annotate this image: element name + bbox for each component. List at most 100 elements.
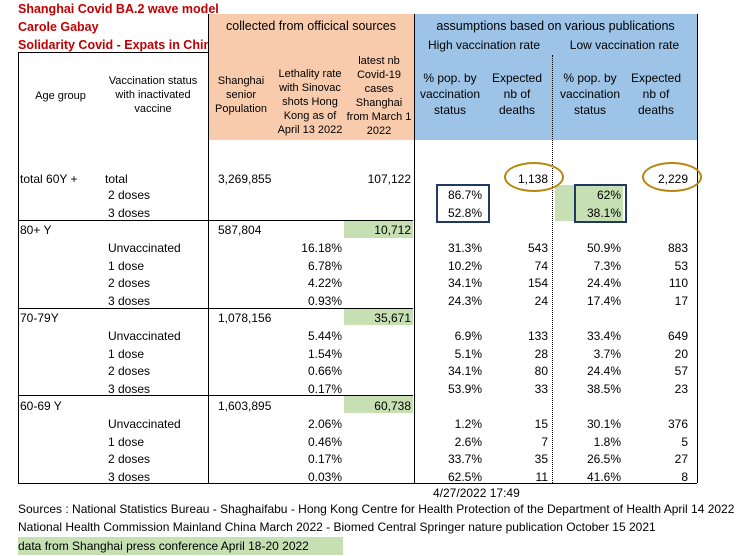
low-deaths-cell: 23 xyxy=(674,382,688,396)
high-pct-cell: 6.9% xyxy=(454,329,482,343)
low-deaths-cell: 5 xyxy=(681,435,688,449)
pct-pop-low-header: % pop. by vaccination status xyxy=(559,71,621,117)
high-deaths-cell: 74 xyxy=(534,259,548,273)
low-deaths-cell: 376 xyxy=(667,417,688,431)
status-cell: 3 doses xyxy=(108,382,151,396)
low-pct-cell: 50.9% xyxy=(586,241,621,255)
low-pct-cell: 38.5% xyxy=(586,382,621,396)
low-deaths-cell: 20 xyxy=(674,347,688,361)
high-deaths-oval xyxy=(504,162,564,192)
high-pct-cell: 34.1% xyxy=(447,276,482,290)
lethality-cell: 1.54% xyxy=(307,347,342,361)
cases-cell: 60,738 xyxy=(374,399,411,413)
high-deaths-cell: 33 xyxy=(534,382,548,396)
cases-cell: 10,712 xyxy=(374,223,411,237)
low-pct-highlight xyxy=(555,185,623,221)
lethality-cell: 0.46% xyxy=(307,435,342,449)
low-deaths-cell: 883 xyxy=(667,241,688,255)
age-cell: total 60Y + xyxy=(20,172,78,186)
population-cell: 1,078,156 xyxy=(218,311,272,325)
high-deaths-cell: 543 xyxy=(527,241,548,255)
low-pct-cell: 41.6% xyxy=(586,470,621,484)
population-cell: 587,804 xyxy=(218,223,262,237)
low-pct-cell: 38.1% xyxy=(586,206,621,220)
cases-70-highlight xyxy=(344,308,413,325)
lethality-cell: 0.17% xyxy=(307,382,342,396)
low-pct-cell: 30.1% xyxy=(586,417,621,431)
exp-deaths-low-header: Expected nb of deaths xyxy=(630,71,682,117)
low-deaths-cell: 57 xyxy=(674,364,688,378)
high-pct-cell: 53.9% xyxy=(447,382,482,396)
status-cell: Unvaccinated xyxy=(108,329,181,343)
low-deaths-cell: 8 xyxy=(681,470,688,484)
age-cell: 80+ Y xyxy=(20,223,52,237)
status-cell: 2 doses xyxy=(108,276,151,290)
title-line-3: Solidarity Covid - Expats in China xyxy=(18,38,219,52)
high-pct-cell: 31.3% xyxy=(447,241,482,255)
lethality-cell: 6.78% xyxy=(307,259,342,273)
cases-cell: 35,671 xyxy=(374,311,411,325)
lethality-cell: 0.03% xyxy=(307,470,342,484)
footer-note: data from Shanghai press conference Apri… xyxy=(18,539,309,553)
high-deaths-cell: 15 xyxy=(534,417,548,431)
high-pct-cell: 1.2% xyxy=(454,417,482,431)
low-pct-cell: 7.3% xyxy=(593,259,621,273)
low-deaths-cell: 649 xyxy=(667,329,688,343)
population-cell: 1,603,895 xyxy=(218,399,272,413)
status-cell: Unvaccinated xyxy=(108,241,181,255)
high-pct-cell: 33.7% xyxy=(447,452,482,466)
high-deaths-cell: 24 xyxy=(534,294,548,308)
high-deaths-cell: 28 xyxy=(534,347,548,361)
status-cell: 1 dose xyxy=(108,347,145,361)
cases-60-highlight xyxy=(344,396,413,413)
status-cell: 2 doses xyxy=(108,188,151,202)
low-pct-cell: 26.5% xyxy=(586,452,621,466)
lethality-cell: 0.66% xyxy=(307,364,342,378)
title-line-2: Carole Gabay xyxy=(18,20,99,34)
high-deaths-cell: 35 xyxy=(534,452,548,466)
pct-pop-high-header: % pop. by vaccination status xyxy=(419,71,481,117)
assumptions-header-bg xyxy=(414,14,697,140)
lethality-cell: 4.22% xyxy=(307,276,342,290)
exp-deaths-high-header: Expected nb of deaths xyxy=(491,71,543,117)
latest-cases-header: latest nb Covid-19 cases Shanghai from M… xyxy=(346,55,412,137)
high-deaths-cell: 133 xyxy=(527,329,548,343)
footer-sources-2: National Health Commission Mainland Chin… xyxy=(18,520,656,534)
collected-label: collected from officical sources xyxy=(226,19,396,33)
high-pct-cell: 5.1% xyxy=(454,347,482,361)
age-group-header: Age group xyxy=(35,90,86,102)
senior-pop-header: Shanghai senior Population xyxy=(215,75,267,115)
population-cell: 3,269,855 xyxy=(218,172,272,186)
high-deaths-cell: 80 xyxy=(534,364,548,378)
high-pct-cell: 62.5% xyxy=(447,470,482,484)
collected-header-bg xyxy=(208,36,414,140)
high-pct-cell: 24.3% xyxy=(447,294,482,308)
lethality-header: Lethality rate with Sinovac shots Hong K… xyxy=(277,68,343,136)
low-pct-cell: 3.7% xyxy=(593,347,621,361)
high-pct-cell: 52.8% xyxy=(447,206,482,220)
title-line-1: Shanghai Covid BA.2 wave model xyxy=(18,2,219,16)
high-pct-cell: 34.1% xyxy=(447,364,482,378)
lethality-cell: 2.06% xyxy=(307,417,342,431)
low-rate-label: Low vaccination rate xyxy=(569,38,680,52)
lethality-cell: 16.18% xyxy=(301,241,342,255)
status-cell: 3 doses xyxy=(108,294,151,308)
cases-80-highlight xyxy=(344,221,413,238)
vacc-status-header: Vaccination status with inactivated vacc… xyxy=(108,75,198,115)
high-pct-cell: 10.2% xyxy=(447,259,482,273)
high-deaths-cell: 154 xyxy=(527,276,548,290)
footer-sources-1: Sources : National Statistics Bureau - S… xyxy=(18,502,735,516)
status-cell: Unvaccinated xyxy=(108,417,181,431)
status-cell: 2 doses xyxy=(108,364,151,378)
high-rate-label: High vaccination rate xyxy=(427,38,541,52)
status-cell: 1 dose xyxy=(108,259,145,273)
status-cell: total xyxy=(105,172,128,186)
low-deaths-cell: 53 xyxy=(674,259,688,273)
low-pct-cell: 24.4% xyxy=(586,276,621,290)
low-deaths-oval xyxy=(642,162,702,192)
high-deaths-cell: 11 xyxy=(535,470,548,484)
low-pct-cell: 62% xyxy=(596,188,621,202)
high-pct-box xyxy=(436,184,490,223)
low-deaths-cell: 110 xyxy=(668,276,688,290)
low-pct-cell: 24.4% xyxy=(586,364,621,378)
